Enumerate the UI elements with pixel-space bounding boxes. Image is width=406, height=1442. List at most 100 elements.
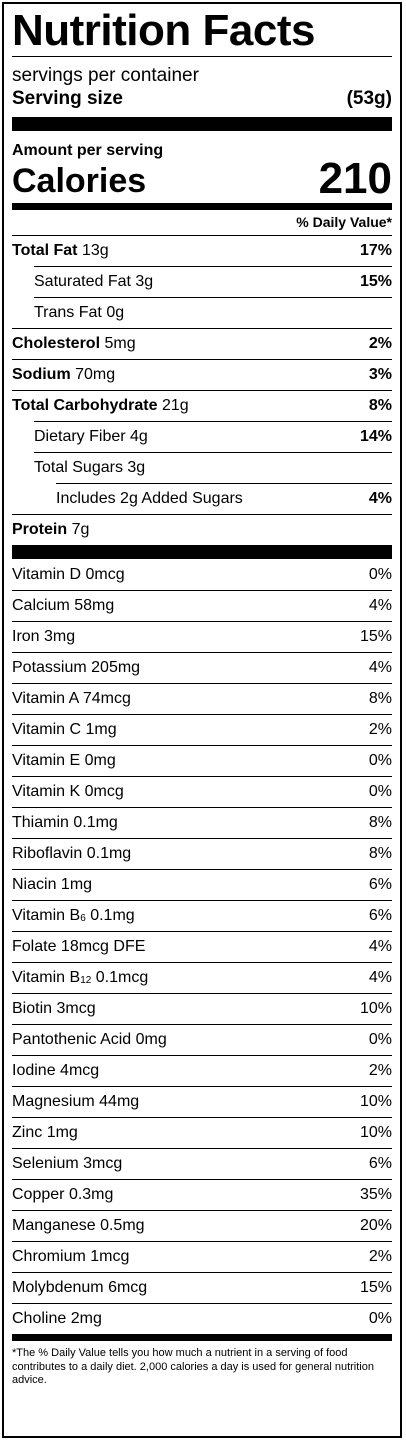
vitamin-amount: 205mg — [91, 659, 141, 676]
vitamin-dv: 6% — [368, 1155, 392, 1172]
nutrient-amount: 4g — [130, 428, 148, 445]
vitamin-name: Thiamin — [12, 814, 69, 831]
vitamin-row: Calcium 58mg 4% — [12, 590, 392, 621]
vitamin-amount: 44mg — [99, 1093, 140, 1110]
calories-row: Calories 210 — [12, 157, 392, 201]
vitamin-label: Vitamin D 0mcg — [12, 566, 125, 584]
vitamin-subscript: 6 — [80, 913, 86, 924]
vitamin-label: Molybdenum 6mcg — [12, 1279, 147, 1297]
vitamin-row: Vitamin C 1mg 2% — [12, 714, 392, 745]
vitamin-label: Iodine 4mcg — [12, 1062, 99, 1080]
vitamin-name: Vitamin K — [12, 783, 81, 800]
vitamin-label: Vitamin B12 0.1mcg — [12, 969, 148, 987]
vitamin-amount: 1mg — [60, 876, 93, 893]
vitamin-label: Vitamin A 74mcg — [12, 690, 131, 708]
vitamin-amount: 0.1mg — [73, 814, 118, 831]
vitamin-name: Vitamin A — [12, 690, 79, 707]
vitamin-amount: 1mg — [46, 1124, 78, 1141]
vitamin-name: Copper — [12, 1186, 65, 1203]
vitamin-name: Calcium — [12, 597, 70, 614]
vitamin-row: Magnesium 44mg 10% — [12, 1086, 392, 1117]
vitamin-dv: 15% — [359, 628, 392, 645]
vitamin-dv: 8% — [368, 690, 392, 707]
vitamin-row: Molybdenum 6mcg 15% — [12, 1272, 392, 1303]
nutrient-name: Trans Fat — [34, 304, 102, 321]
nutrient-row-trans-fat: Trans Fat 0g — [34, 297, 392, 328]
nutrient-name: Total Fat — [12, 242, 78, 259]
vitamin-name: Vitamin D — [12, 565, 82, 583]
vitamin-dv: 0% — [368, 783, 392, 800]
vitamin-row: Niacin 1mg 6% — [12, 869, 392, 900]
vitamin-amount: 74mcg — [82, 690, 131, 707]
vitamin-amount: 0mg — [84, 752, 116, 769]
vitamin-row: Riboflavin 0.1mg 8% — [12, 838, 392, 869]
vitamin-name: Zinc — [12, 1124, 43, 1141]
nutrient-name: Includes 2g Added Sugars — [56, 490, 243, 507]
vitamin-amount: 0mg — [135, 1031, 167, 1048]
vitamin-dv: 8% — [368, 814, 392, 831]
vitamin-label: Choline 2mg — [12, 1310, 102, 1328]
vitamin-amount: 6mcg — [108, 1279, 148, 1296]
nutrient-amount: 0g — [106, 304, 125, 321]
vitamin-row: Potassium 205mg 4% — [12, 652, 392, 683]
nutrient-row-protein: Protein 7g — [12, 514, 392, 545]
nutrient-amount: 7g — [71, 521, 90, 538]
nutrient-name: Sodium — [12, 366, 71, 383]
vitamin-label: Niacin 1mg — [12, 876, 92, 894]
vitamin-row: Folate 18mcg DFE 4% — [12, 931, 392, 962]
vitamin-row: Iron 3mg 15% — [12, 621, 392, 652]
nutrient-dv: 4% — [368, 490, 392, 507]
vitamin-row: Zinc 1mg 10% — [12, 1117, 392, 1148]
vitamin-name: Biotin — [12, 1000, 53, 1017]
vitamin-name: Magnesium — [12, 1093, 95, 1110]
nutrient-row-sodium: Sodium 70mg 3% — [12, 359, 392, 390]
vitamin-name: Pantothenic Acid — [12, 1031, 132, 1048]
vitamin-label: Manganese 0.5mg — [12, 1217, 145, 1235]
vitamin-label: Magnesium 44mg — [12, 1093, 139, 1111]
vitamin-name: Vitamin B — [12, 969, 81, 986]
vitamin-name: Selenium — [12, 1155, 79, 1172]
vitamin-name: Choline — [12, 1310, 67, 1327]
footnote-divider — [12, 1334, 392, 1341]
nutrient-amount: 70mg — [75, 366, 116, 383]
vitamin-row: Copper 0.3mg 35% — [12, 1179, 392, 1210]
vitamin-amount: 2mg — [70, 1310, 102, 1327]
label-title: Nutrition Facts — [12, 6, 315, 55]
footnote: *The % Daily Value tells you how much a … — [12, 1347, 374, 1386]
nutrient-row-total-fat: Total Fat 13g 17% — [12, 235, 392, 266]
vitamin-dv: 15% — [359, 1279, 392, 1296]
vitamin-row: Biotin 3mcg 10% — [12, 993, 392, 1024]
nutrient-dv: 3% — [368, 366, 392, 383]
vitamin-dv: 10% — [359, 1124, 392, 1141]
vitamin-row: Vitamin A 74mcg 8% — [12, 683, 392, 714]
vitamin-row: Chromium 1mcg 2% — [12, 1241, 392, 1272]
vitamin-name: Chromium — [12, 1248, 86, 1265]
nutrient-amount: 21g — [161, 397, 189, 414]
vitamin-label: Potassium 205mg — [12, 659, 140, 677]
vitamin-name: Iodine — [12, 1062, 56, 1079]
vitamin-amount: 3mg — [44, 628, 76, 645]
vitamin-row: Vitamin B12 0.1mcg 4% — [12, 962, 392, 993]
nutrient-row-total-carbohydrate: Total Carbohydrate 21g 8% — [12, 390, 392, 421]
serving-size-value: (53g) — [346, 88, 392, 109]
vitamin-amount: 0.1mg — [86, 845, 132, 862]
vitamin-amount: 3mcg — [83, 1155, 123, 1172]
daily-value-header: % Daily Value* — [296, 214, 392, 230]
vitamin-name: Folate — [12, 938, 57, 955]
vitamin-amount: 0.5mg — [100, 1217, 145, 1234]
serving-size-label: Serving size — [12, 88, 123, 109]
nutrient-name: Dietary Fiber — [34, 428, 126, 445]
vitamin-row: Manganese 0.5mg 20% — [12, 1210, 392, 1241]
vitamin-amount: 58mg — [74, 597, 115, 614]
vitamin-amount: 1mg — [85, 721, 117, 738]
nutrient-row-total-sugars: Total Sugars 3g — [34, 452, 392, 483]
vitamin-label: Chromium 1mcg — [12, 1248, 129, 1266]
vitamin-amount: 4mcg — [60, 1062, 100, 1079]
vitamin-dv: 6% — [368, 907, 392, 924]
nutrient-dv: 14% — [359, 428, 392, 445]
calories-label: Calories — [12, 162, 147, 200]
vitamin-dv: 35% — [359, 1186, 392, 1203]
vitamin-label: Iron 3mg — [12, 628, 75, 646]
vitamin-label: Riboflavin 0.1mg — [12, 845, 131, 863]
vitamin-name: Vitamin E — [12, 752, 81, 769]
